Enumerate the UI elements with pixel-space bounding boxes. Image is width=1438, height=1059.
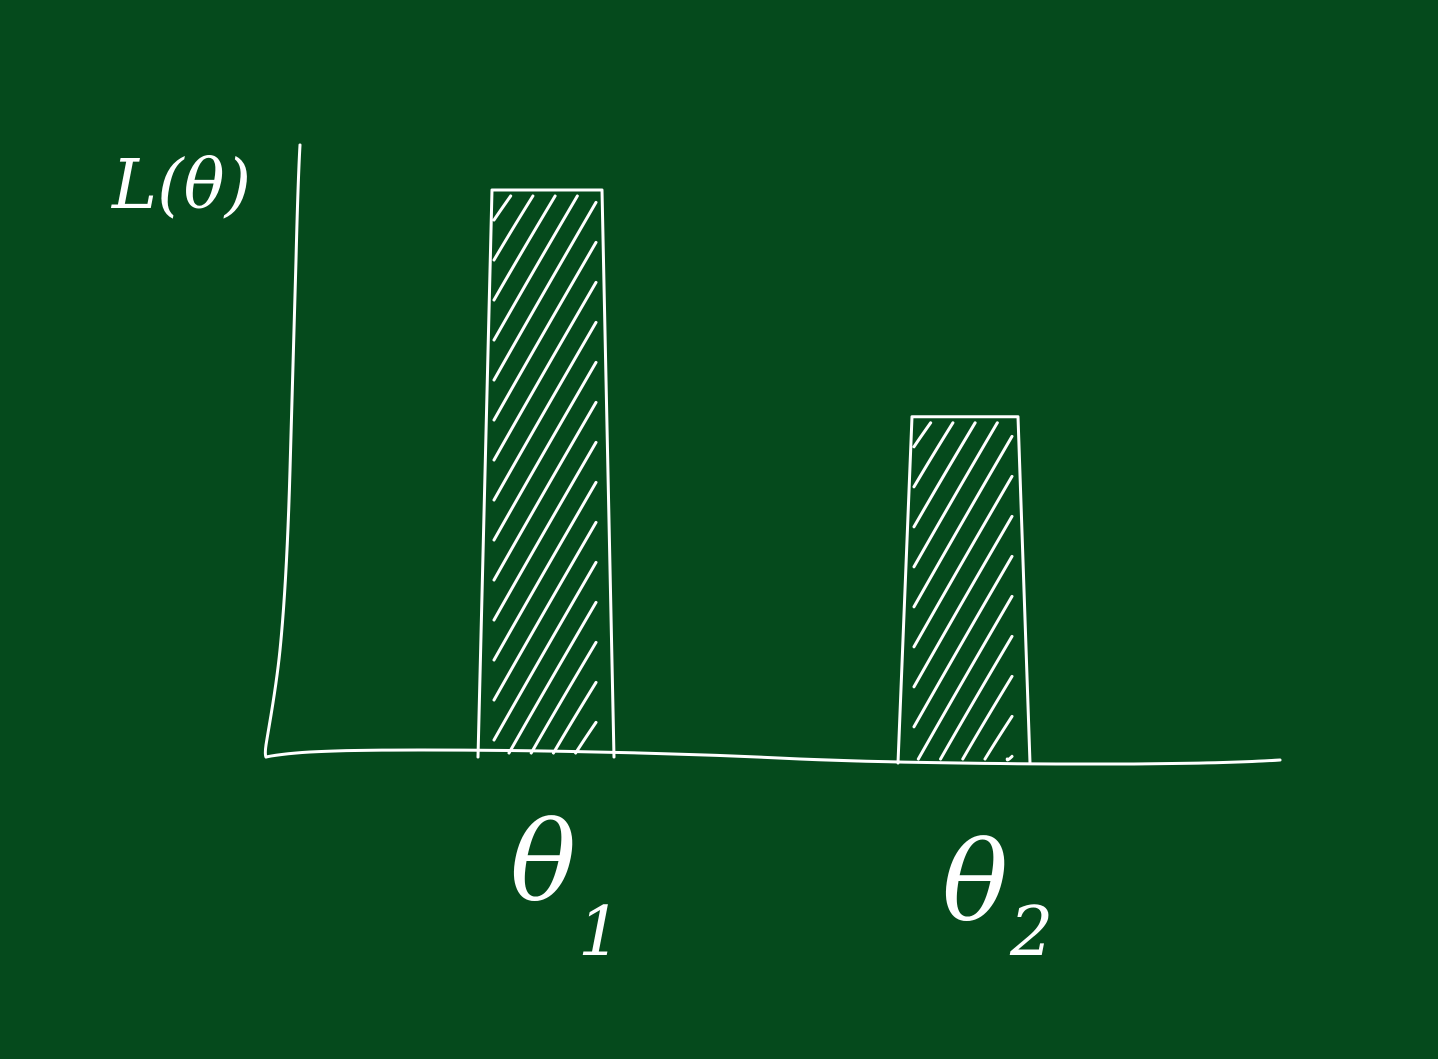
hatch-line — [916, 594, 1014, 761]
y-axis — [263, 143, 302, 759]
x-tick-subscript-2: 2 — [1009, 893, 1053, 972]
hatch-line — [912, 421, 955, 489]
hatch-line — [551, 680, 598, 755]
hatch-line — [492, 560, 598, 742]
hatch-line — [492, 320, 598, 502]
bars-group — [476, 188, 1032, 765]
hatch-line — [492, 240, 598, 422]
hatch-line — [912, 474, 1014, 649]
hatch-line — [492, 194, 513, 222]
hatch-line — [492, 194, 535, 262]
hatch-line — [492, 360, 598, 542]
hatch-line — [492, 280, 598, 462]
bar-2 — [896, 415, 1032, 765]
x-tick-subscript-1: 1 — [578, 893, 621, 972]
hatch-line — [961, 674, 1014, 761]
x-tick-label-1: θ — [510, 798, 576, 926]
hatch-line — [507, 600, 598, 755]
hatch-line — [492, 194, 579, 342]
hatch-line — [492, 200, 598, 382]
hatch-line — [492, 520, 598, 702]
x-axis — [264, 748, 1282, 766]
hatch-line — [912, 421, 999, 569]
bar-1-hatching — [492, 194, 598, 755]
hatch-line — [529, 640, 598, 755]
hatch-line — [492, 400, 598, 582]
hatch-line — [912, 514, 1014, 689]
hatch-line — [983, 714, 1014, 761]
hatch-line — [1005, 754, 1014, 762]
hatch-line — [492, 194, 557, 302]
hatch-line — [912, 434, 1014, 609]
bar-1 — [476, 188, 616, 759]
y-axis-label: L(θ) — [110, 146, 251, 225]
hatch-line — [912, 554, 1014, 729]
hatch-line — [912, 421, 933, 449]
hatch-line — [574, 720, 598, 755]
category-labels-group: θ1 θ 2 — [510, 798, 1053, 972]
hatch-line — [939, 634, 1014, 761]
hatch-line — [492, 480, 598, 662]
x-tick-label-2: θ — [942, 818, 1008, 946]
bar-2-hatching — [912, 421, 1014, 762]
hatch-line — [492, 440, 598, 622]
hatch-line — [912, 421, 977, 529]
